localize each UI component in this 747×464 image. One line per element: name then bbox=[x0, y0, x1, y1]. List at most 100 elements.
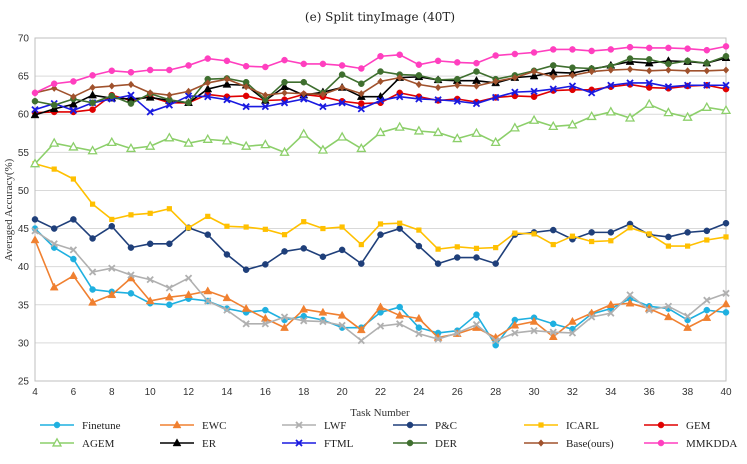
data-point-der bbox=[185, 99, 192, 107]
data-point-lwf bbox=[319, 317, 327, 326]
data-point-ftml bbox=[127, 91, 135, 99]
y-tick-label: 60 bbox=[18, 110, 30, 121]
data-point-icarl bbox=[685, 243, 691, 249]
data-point-mmkdda bbox=[511, 50, 519, 58]
data-point-der bbox=[549, 62, 557, 69]
data-point-lwf bbox=[645, 306, 653, 314]
data-point-ftml bbox=[338, 99, 346, 107]
data-point-mmkdda bbox=[204, 55, 212, 62]
data-point-icarl bbox=[493, 245, 499, 251]
legend-item-finetune: Finetune bbox=[40, 420, 121, 432]
data-point-agem bbox=[605, 106, 616, 116]
data-point-base-ours bbox=[223, 75, 231, 83]
data-point-agem bbox=[413, 125, 424, 135]
data-point-ewc bbox=[164, 292, 174, 301]
data-point-p-c bbox=[89, 235, 96, 242]
legend-item-mmkdda: MMKDDA bbox=[644, 438, 737, 450]
data-point-mmkdda bbox=[223, 57, 231, 65]
legend: Finetune EWC LWF P&C ICARL GEM AGEM ER FTML DER Ba… bbox=[40, 420, 737, 450]
data-point-base-ours bbox=[70, 93, 77, 101]
data-point-p-c bbox=[31, 216, 39, 223]
data-point-agem bbox=[49, 137, 60, 147]
x-tick-label: 18 bbox=[298, 387, 310, 398]
data-point-icarl bbox=[512, 230, 518, 236]
data-point-agem bbox=[452, 133, 463, 143]
x-tick-label: 24 bbox=[413, 387, 425, 398]
data-point-base-ours bbox=[511, 74, 519, 82]
data-point-gem bbox=[530, 93, 538, 100]
data-point-icarl bbox=[627, 225, 633, 231]
x-tick-label: 36 bbox=[644, 387, 656, 398]
data-point-der bbox=[434, 76, 442, 84]
data-point-der bbox=[473, 68, 480, 75]
data-point-p-c bbox=[204, 231, 212, 238]
data-point-base-ours bbox=[607, 66, 614, 74]
data-point-er bbox=[222, 79, 232, 88]
data-point-ewc bbox=[107, 290, 117, 299]
data-point-agem bbox=[567, 119, 578, 129]
data-point-base-ours bbox=[684, 67, 691, 75]
data-point-mmkdda bbox=[473, 59, 480, 67]
data-point-agem bbox=[356, 142, 367, 153]
data-point-der bbox=[31, 97, 39, 105]
legend-marker bbox=[295, 439, 303, 447]
data-point-p-c bbox=[607, 229, 615, 236]
data-point-icarl bbox=[589, 238, 595, 245]
data-point-p-c bbox=[300, 245, 307, 252]
y-tick-label: 25 bbox=[18, 377, 30, 388]
data-point-icarl bbox=[320, 225, 326, 232]
data-point-ftml bbox=[300, 95, 308, 103]
x-tick-label: 34 bbox=[605, 387, 617, 398]
data-point-icarl bbox=[723, 234, 729, 240]
data-point-mmkdda bbox=[319, 60, 327, 68]
legend-label: P&C bbox=[435, 420, 457, 432]
data-point-ewc bbox=[88, 297, 97, 306]
data-point-der bbox=[127, 100, 135, 107]
y-tick-label: 65 bbox=[18, 72, 30, 83]
data-point-mmkdda bbox=[281, 56, 288, 64]
data-point-mmkdda bbox=[31, 89, 39, 97]
data-point-lwf bbox=[376, 322, 385, 330]
data-point-finetune bbox=[549, 320, 557, 328]
legend-label: Finetune bbox=[82, 420, 121, 432]
data-point-ftml bbox=[683, 81, 692, 89]
data-point-p-c bbox=[338, 246, 346, 254]
data-point-mmkdda bbox=[70, 78, 77, 85]
data-point-base-ours bbox=[588, 67, 595, 76]
data-point-lwf bbox=[184, 274, 193, 282]
data-point-mmkdda bbox=[454, 59, 461, 66]
data-point-base-ours bbox=[434, 83, 442, 92]
data-point-ewc bbox=[203, 286, 213, 295]
data-point-mmkdda bbox=[645, 44, 653, 52]
data-point-der bbox=[684, 57, 691, 65]
data-point-icarl bbox=[646, 231, 652, 237]
data-point-lwf bbox=[357, 336, 365, 345]
y-tick-label: 45 bbox=[18, 224, 30, 235]
data-point-base-ours bbox=[147, 89, 154, 97]
x-tick-label: 28 bbox=[490, 387, 502, 398]
chart-title: (e) Split tinyImage (40T) bbox=[305, 10, 455, 24]
data-point-finetune bbox=[396, 303, 403, 311]
data-point-base-ours bbox=[185, 87, 192, 95]
data-point-p-c bbox=[70, 216, 77, 223]
data-point-ftml bbox=[223, 96, 231, 104]
data-point-lwf bbox=[549, 328, 557, 336]
data-point-ewc bbox=[68, 271, 78, 280]
data-point-ewc bbox=[721, 299, 731, 308]
data-point-mmkdda bbox=[262, 63, 269, 71]
data-point-gem bbox=[645, 84, 653, 91]
legend-marker bbox=[406, 421, 414, 429]
data-point-mmkdda bbox=[434, 57, 442, 65]
data-point-p-c bbox=[242, 266, 250, 273]
data-point-lwf bbox=[722, 289, 730, 298]
legend-item-er: ER bbox=[160, 438, 217, 450]
data-point-gem bbox=[89, 106, 96, 113]
legend-item-gem: GEM bbox=[644, 420, 711, 432]
data-point-mmkdda bbox=[127, 69, 135, 76]
data-point-mmkdda bbox=[703, 46, 711, 54]
legend-marker bbox=[657, 439, 665, 447]
y-tick-label: 35 bbox=[18, 300, 30, 311]
legend-label: FTML bbox=[324, 438, 354, 450]
data-point-base-ours bbox=[108, 82, 115, 90]
y-tick-label: 70 bbox=[18, 34, 30, 45]
